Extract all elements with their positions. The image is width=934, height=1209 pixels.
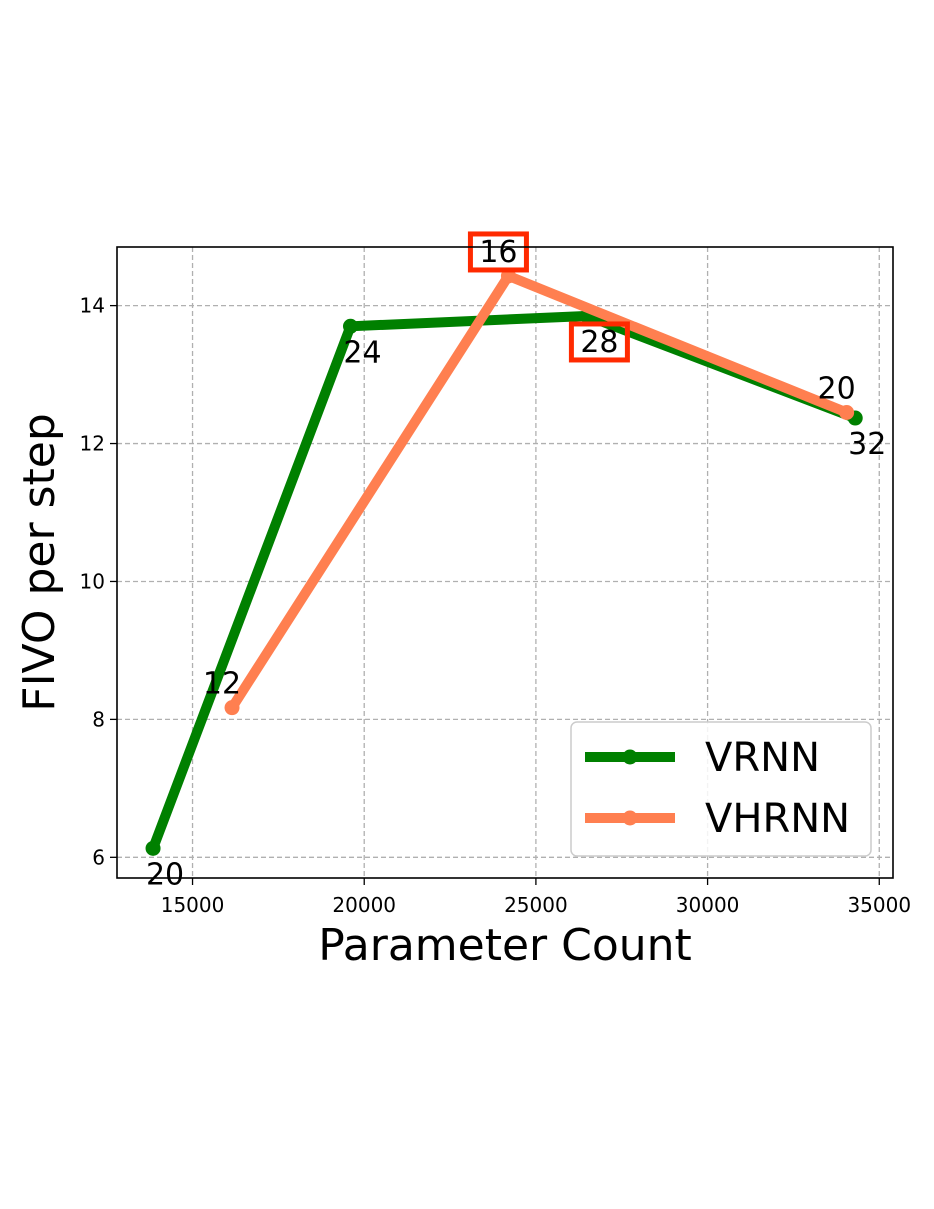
point-label: 12 bbox=[203, 667, 241, 702]
point-label: 28 bbox=[580, 325, 618, 360]
y-tick-label: 6 bbox=[92, 845, 105, 869]
y-axis-title: FIVO per step bbox=[14, 413, 65, 711]
point-labels: 20 24 28 32 12 16 20 bbox=[146, 231, 886, 892]
data-point bbox=[224, 700, 240, 716]
legend-label: VRNN bbox=[705, 735, 820, 781]
legend: VRNN VHRNN bbox=[570, 721, 872, 857]
point-label: 20 bbox=[818, 372, 856, 407]
data-point bbox=[145, 840, 161, 856]
series bbox=[145, 268, 863, 856]
x-tick-label: 15000 bbox=[161, 893, 225, 917]
highlight-box bbox=[568, 321, 630, 363]
series-line bbox=[227, 269, 849, 711]
point-label: 16 bbox=[479, 235, 517, 270]
point-label: 24 bbox=[343, 335, 381, 370]
point-label: 20 bbox=[146, 857, 184, 892]
legend-marker bbox=[622, 810, 638, 826]
legend-marker bbox=[622, 749, 638, 765]
data-point bbox=[342, 318, 358, 334]
y-tick-label: 10 bbox=[80, 569, 105, 593]
x-tick-label: 30000 bbox=[676, 893, 740, 917]
data-point bbox=[839, 405, 855, 421]
point-label: 32 bbox=[848, 427, 886, 462]
plot-area-frame bbox=[116, 246, 894, 879]
x-tick-label: 35000 bbox=[847, 893, 911, 917]
x-axis-title: Parameter Count bbox=[318, 920, 692, 971]
series-vhrnn bbox=[224, 268, 855, 716]
x-tick-label: 20000 bbox=[332, 893, 396, 917]
y-tick-label: 14 bbox=[80, 294, 105, 318]
y-tick-label: 12 bbox=[80, 432, 105, 456]
y-tick-label: 8 bbox=[92, 707, 105, 731]
legend-label: VHRNN bbox=[705, 796, 850, 842]
x-tick-label: 25000 bbox=[504, 893, 568, 917]
highlight-box bbox=[467, 231, 529, 273]
axis-ticks: 15000 20000 25000 30000 35000 6 8 10 12 14 bbox=[80, 294, 912, 917]
